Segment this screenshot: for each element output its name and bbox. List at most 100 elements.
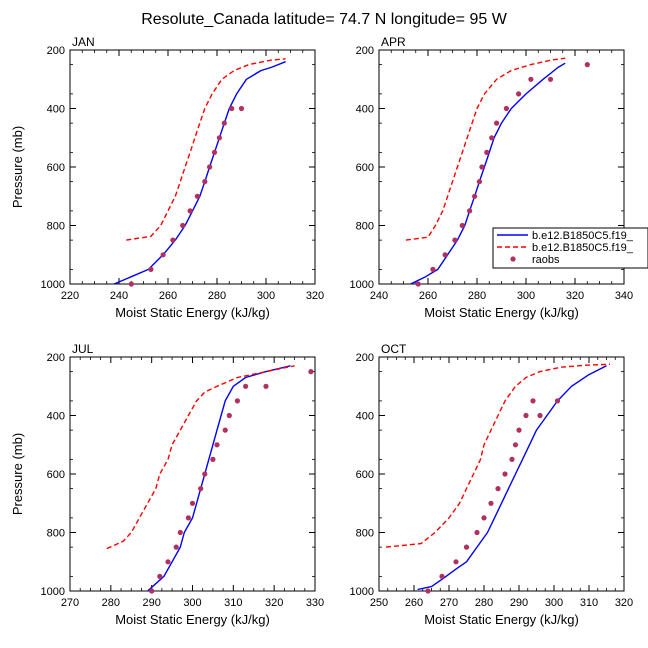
panel-label: JUL xyxy=(72,342,94,356)
legend: b.e12.B1850C5.f19_ b.e12.B1850C5.f19_ ra… xyxy=(492,227,648,269)
x-tick-label: 280 xyxy=(468,290,486,302)
raobs-point xyxy=(128,281,134,287)
raobs-point xyxy=(523,412,529,419)
raobs-point xyxy=(495,486,501,492)
y-tick-label: 600 xyxy=(356,162,374,174)
raobs-point xyxy=(308,369,314,375)
raobs-point xyxy=(481,515,487,521)
raobs-point xyxy=(488,500,494,506)
y-tick-label: 400 xyxy=(356,411,374,423)
raobs-point xyxy=(453,559,459,565)
x-tick-label: 320 xyxy=(265,597,283,609)
x-tick-label: 310 xyxy=(580,597,598,609)
panel-jan: 220 240 260 280 300 320 200 400 600 800 1000 JAN Moi… xyxy=(10,35,324,320)
raobs-point xyxy=(439,573,445,580)
legend-label-1: b.e12.B1850C5.f19_ xyxy=(532,230,634,242)
raobs-point xyxy=(459,222,465,229)
y-tick-label: 800 xyxy=(356,528,374,540)
raobs-point xyxy=(415,281,421,287)
y-tick-label: 1000 xyxy=(41,279,65,291)
y-tick-label: 800 xyxy=(356,221,374,233)
raobs-point xyxy=(185,515,191,521)
x-tick-label: 260 xyxy=(159,290,177,302)
x-tick-label: 240 xyxy=(370,290,388,302)
raobs-point xyxy=(512,442,519,448)
x-tick-label: 290 xyxy=(510,597,528,609)
y-tick-label: 200 xyxy=(47,45,65,57)
x-tick-label: 270 xyxy=(61,597,79,609)
y-axis-label: Pressure (mb) xyxy=(10,433,25,515)
raobs-point xyxy=(547,76,554,82)
x-tick-label: 220 xyxy=(61,290,79,302)
y-tick-label: 600 xyxy=(356,469,374,481)
raobs-point xyxy=(484,149,490,155)
raobs-point xyxy=(216,135,222,141)
x-tick-label: 330 xyxy=(306,597,324,609)
raobs-point xyxy=(173,544,179,550)
raobs-point xyxy=(214,442,220,448)
raobs-point xyxy=(463,544,470,550)
y-tick-label: 400 xyxy=(356,104,374,116)
raobs-point xyxy=(479,164,485,170)
raobs-point xyxy=(198,486,204,492)
x-tick-label: 300 xyxy=(517,290,535,302)
raobs-point xyxy=(516,427,522,433)
legend-marker-raobs xyxy=(510,256,516,262)
y-tick-label: 200 xyxy=(356,352,374,364)
raobs-point xyxy=(467,208,473,214)
raobs-point xyxy=(537,412,543,419)
panel-label: OCT xyxy=(381,342,407,356)
raobs-point xyxy=(494,120,500,126)
y-axis-label: Pressure (mb) xyxy=(10,126,25,208)
series-line-blue xyxy=(417,365,607,591)
x-tick-label: 320 xyxy=(306,290,324,302)
y-tick-label: 600 xyxy=(47,162,65,174)
x-axis-label: Moist Static Energy (kJ/kg) xyxy=(424,612,579,627)
x-axis-label: Moist Static Energy (kJ/kg) xyxy=(424,305,579,320)
raobs-point xyxy=(509,456,515,462)
x-tick-label: 260 xyxy=(419,290,437,302)
raobs-point xyxy=(584,62,590,68)
y-tick-label: 400 xyxy=(47,104,65,116)
raobs-point xyxy=(528,76,534,82)
raobs-point xyxy=(207,164,213,170)
y-tick-label: 800 xyxy=(47,221,65,233)
y-tick-label: 800 xyxy=(47,528,65,540)
series-line-red-dashed xyxy=(385,363,611,548)
plot-frame xyxy=(69,356,316,592)
raobs-point xyxy=(238,105,245,112)
raobs-point xyxy=(202,179,208,185)
raobs-point xyxy=(202,471,208,477)
x-tick-label: 320 xyxy=(615,597,633,609)
series-line-red-dashed xyxy=(405,57,566,241)
x-tick-label: 290 xyxy=(142,597,160,609)
raobs-point xyxy=(234,398,240,404)
figure-title: Resolute_Canada latitude= 74.7 N longitu… xyxy=(141,11,507,28)
raobs-point xyxy=(187,208,193,214)
panel-oct: 250 260 270 280 290 300 310 320 200 400 600 800 1000… xyxy=(350,342,634,627)
y-tick-label: 1000 xyxy=(41,586,65,598)
raobs-point xyxy=(452,237,458,243)
raobs-point xyxy=(263,383,269,389)
x-tick-label: 280 xyxy=(102,597,120,609)
y-tick-label: 1000 xyxy=(350,279,374,291)
raobs-point xyxy=(177,529,183,536)
x-tick-label: 300 xyxy=(545,597,563,609)
raobs-point xyxy=(211,149,218,155)
plot-frame xyxy=(69,49,316,285)
x-axis-label: Moist Static Energy (kJ/kg) xyxy=(115,305,270,320)
y-tick-label: 1000 xyxy=(350,586,374,598)
series-line-blue xyxy=(147,365,291,591)
series-line-red-dashed xyxy=(106,365,295,550)
y-tick-label: 200 xyxy=(47,352,65,364)
raobs-point xyxy=(442,252,448,258)
raobs-point xyxy=(243,383,249,389)
x-tick-label: 250 xyxy=(370,597,388,609)
raobs-point xyxy=(221,120,227,126)
raobs-point xyxy=(425,588,431,594)
series-line-blue xyxy=(113,61,286,284)
raobs-point xyxy=(554,398,561,404)
raobs-point xyxy=(157,573,163,580)
legend-label-3: raobs xyxy=(532,254,560,266)
